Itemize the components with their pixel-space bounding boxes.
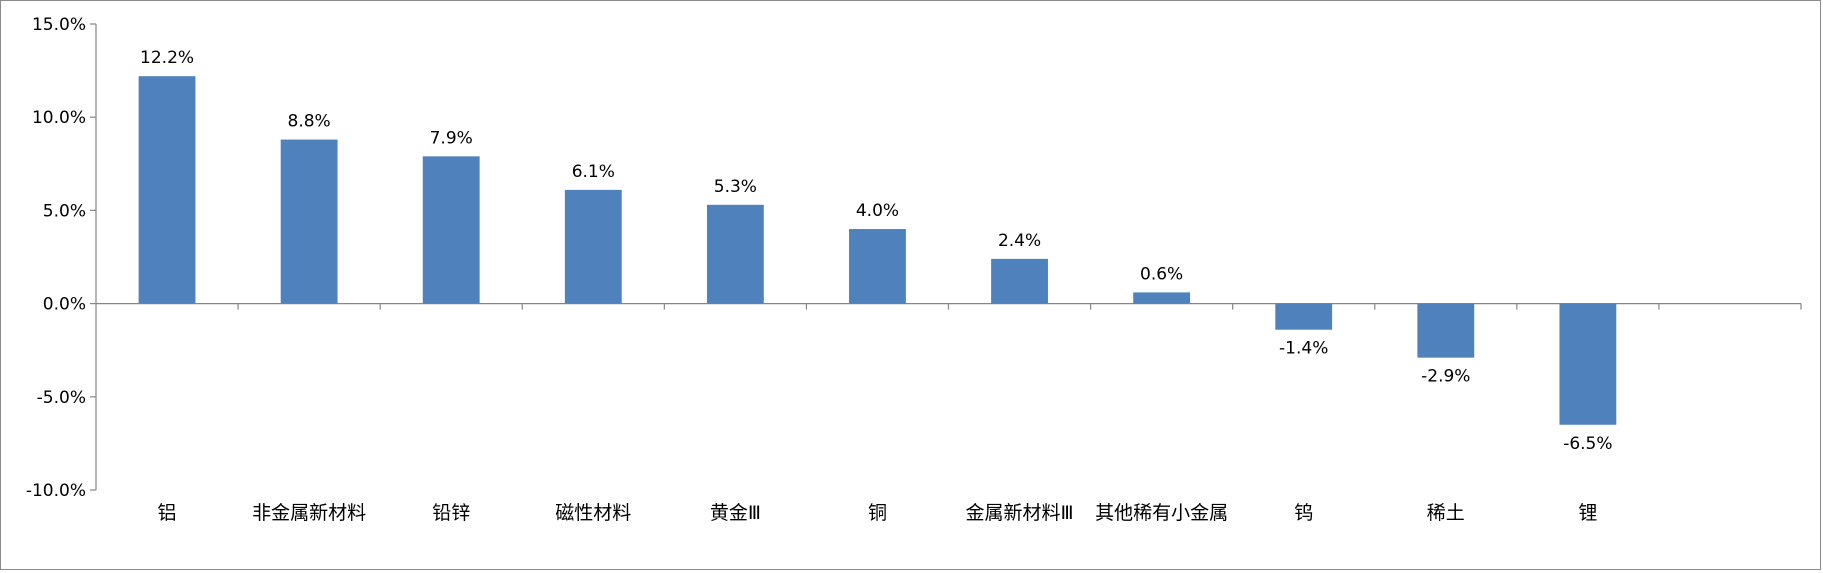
data-label: 12.2%	[140, 48, 194, 68]
category-label: 磁性材料	[555, 502, 631, 524]
bar	[849, 229, 906, 304]
data-label: 6.1%	[572, 162, 615, 182]
data-label: -6.5%	[1563, 434, 1612, 454]
bar	[991, 258, 1048, 304]
category-label: 黄金Ⅲ	[710, 502, 761, 524]
category-label: 铝	[158, 502, 177, 524]
y-tick-label: -10.0%	[26, 481, 86, 501]
data-label: 2.4%	[998, 231, 1041, 251]
data-label: -1.4%	[1279, 339, 1328, 359]
category-label: 锂	[1578, 502, 1597, 524]
data-label: 7.9%	[430, 128, 473, 148]
bar	[1133, 292, 1191, 304]
data-label: -2.9%	[1421, 367, 1470, 387]
y-tick-label: 5.0%	[43, 201, 86, 221]
y-tick-label: -5.0%	[37, 388, 86, 408]
category-label: 铜	[868, 502, 887, 524]
y-tick-label: 10.0%	[32, 108, 86, 128]
data-label: 5.3%	[714, 177, 757, 197]
category-label: 铅锌	[432, 502, 470, 524]
y-tick-label: 0.0%	[43, 295, 86, 315]
category-label: 金属新材料Ⅲ	[965, 502, 1073, 524]
bar	[422, 156, 480, 304]
bar	[1275, 303, 1333, 330]
data-label: 4.0%	[856, 201, 899, 221]
data-label: 8.8%	[288, 112, 331, 132]
y-tick-label: 15.0%	[32, 15, 86, 35]
category-label: 其他稀有小金属	[1095, 502, 1228, 524]
bar	[1417, 303, 1475, 358]
bar	[564, 189, 622, 304]
bar	[280, 139, 338, 304]
data-label: 0.6%	[1140, 264, 1183, 284]
category-label: 稀土	[1427, 502, 1465, 524]
bar	[138, 76, 196, 304]
category-label: 非金属新材料	[252, 502, 366, 524]
category-label: 钨	[1294, 502, 1313, 524]
bar	[1559, 303, 1617, 425]
bar	[706, 204, 764, 304]
